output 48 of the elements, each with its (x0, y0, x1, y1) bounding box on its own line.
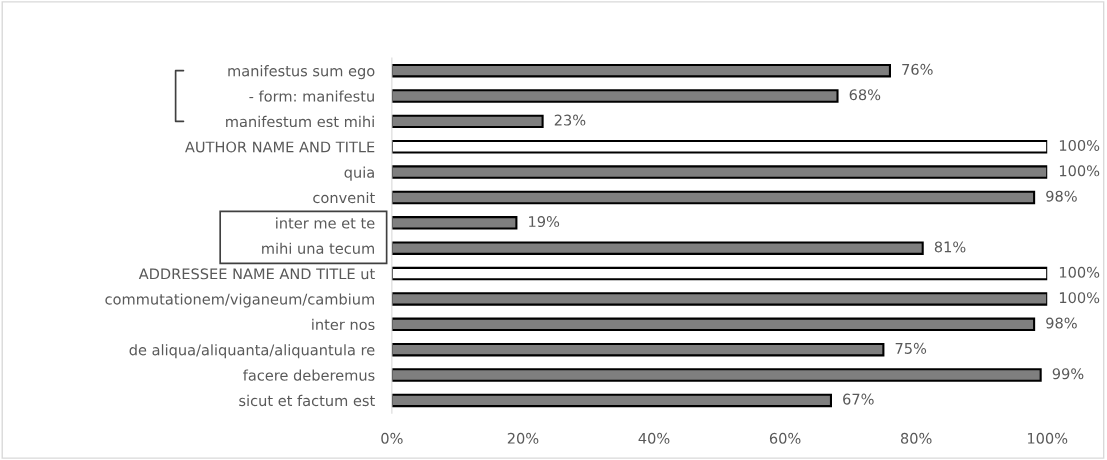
y-tick-label: inter nos (312, 318, 375, 331)
data-label: 100% (1059, 139, 1100, 151)
data-label: 99% (1052, 368, 1084, 380)
bar (391, 317, 1036, 332)
data-label: 67% (843, 393, 874, 405)
data-label: 76% (902, 63, 933, 75)
bar (391, 114, 544, 129)
bar (391, 292, 1048, 306)
data-label: 75% (895, 342, 927, 354)
bar (391, 89, 839, 103)
data-label: 19% (529, 216, 560, 228)
x-tick-label: 0% (381, 432, 403, 444)
bar (391, 216, 518, 230)
bar (391, 342, 885, 357)
data-label: 23% (554, 114, 586, 126)
y-tick-label: mihi una tecum (262, 242, 374, 254)
bar (391, 368, 1042, 382)
bar (391, 266, 1048, 281)
data-label: 98% (1046, 190, 1077, 202)
bar (391, 165, 1048, 179)
data-label: 100% (1059, 266, 1100, 278)
bar (391, 63, 891, 78)
data-label: 81% (934, 241, 966, 253)
data-label: 100% (1059, 292, 1100, 304)
x-tick-label: 100% (1027, 432, 1068, 444)
y-tick-label: - form: manifestu (249, 90, 374, 102)
y-tick-label: inter me et te (276, 217, 375, 229)
y-tick-label: convenit (313, 191, 375, 204)
bar (391, 241, 924, 255)
y-tick-label: manifestum est mihi (226, 115, 374, 128)
x-tick-label: 60% (769, 432, 801, 444)
y-tick-label: ADDRESSEE NAME AND TITLE ut (138, 268, 375, 280)
y-tick-label: de aliqua/aliquanta/aliquantula re (129, 344, 375, 359)
x-tick-label: 20% (507, 432, 539, 444)
bar (391, 393, 832, 408)
data-label: 100% (1059, 165, 1100, 177)
bar (391, 139, 1048, 154)
x-tick-label: 40% (638, 432, 670, 444)
y-tick-label: sicut et factum est (239, 394, 375, 407)
data-label: 98% (1046, 317, 1077, 329)
y-tick-label: AUTHOR NAME AND TITLE (185, 141, 375, 153)
data-label: 68% (849, 89, 881, 101)
y-tick-label: manifestus sum ego (228, 65, 375, 80)
bar (391, 190, 1036, 205)
y-tick-label: facere deberemus (243, 369, 375, 381)
y-tick-label: commutationem/viganeum/cambium (105, 293, 374, 308)
y-tick-label: quia (344, 166, 374, 181)
x-tick-label: 80% (900, 432, 932, 444)
